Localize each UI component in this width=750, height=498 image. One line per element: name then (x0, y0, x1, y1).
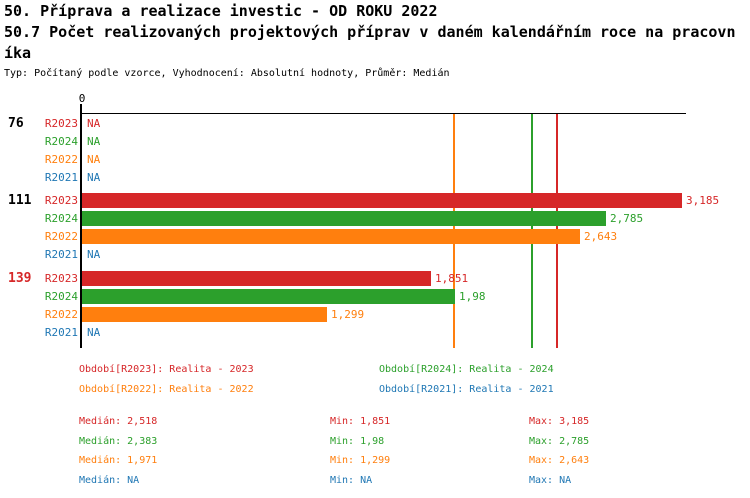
series-row-label-R2022: R2022 (44, 230, 78, 243)
series-row-label-R2024: R2024 (44, 135, 78, 148)
y-axis-line (80, 104, 82, 348)
group-label-139: 139 (8, 271, 32, 286)
bar-139-R2022 (82, 307, 327, 322)
bar-chart: 0 76 R2023 NA R2024 NA R2022 NA R2021 NA 111 R2023… (8, 92, 720, 348)
indicator-meta: Typ: Počítaný podle vzorce, Vyhodnocení:… (4, 68, 450, 79)
legend-item-3: Období[R2022]: Realita - 2022 (79, 384, 254, 395)
indicator-title: 50.7 Počet realizovaných projektových př… (4, 23, 736, 41)
bar-111-R2023 (82, 193, 682, 208)
bar-111-R2022 (82, 229, 580, 244)
bar-value-label: 2,785 (610, 212, 644, 225)
stats-min-row4: Min: NA (330, 475, 373, 486)
stats-max-row1: Max: 3,185 (529, 416, 590, 427)
na-value-label: NA (87, 153, 101, 166)
series-row-label-R2024: R2024 (44, 212, 78, 225)
legend-item-2: Období[R2024]: Realita - 2024 (379, 364, 554, 375)
legend-item-1: Období[R2023]: Realita - 2023 (79, 364, 254, 375)
series-row-label-R2022: R2022 (44, 153, 78, 166)
na-value-label: NA (87, 117, 101, 130)
stats-max-row2: Max: 2,785 (529, 436, 590, 447)
bar-value-label: 3,185 (686, 194, 720, 207)
bar-value-label: 1,851 (435, 272, 469, 285)
series-row-label-R2023: R2023 (44, 194, 78, 207)
series-row-label-R2024: R2024 (44, 290, 78, 303)
series-row-label-R2023: R2023 (44, 117, 78, 130)
series-row-label-R2023: R2023 (44, 272, 78, 285)
stats-min-row2: Min: 1,98 (330, 436, 385, 447)
na-value-label: NA (87, 135, 101, 148)
na-value-label: NA (87, 248, 101, 261)
axis-tick-zero: 0 (78, 92, 86, 105)
indicator-title-wrap: íka (4, 44, 32, 62)
bar-value-label: 1,98 (459, 290, 486, 303)
bar-111-R2024 (82, 211, 606, 226)
bar-value-label: 2,643 (584, 230, 618, 243)
bar-139-R2024 (82, 289, 455, 304)
na-value-label: NA (87, 326, 101, 339)
stats-max-row3: Max: 2,643 (529, 455, 590, 466)
na-value-label: NA (87, 171, 101, 184)
stats-median-row2: Medián: 2,383 (79, 436, 158, 447)
stats-min-row3: Min: 1,299 (330, 455, 391, 466)
series-row-label-R2021: R2021 (44, 326, 78, 339)
series-row-label-R2021: R2021 (44, 171, 78, 184)
page-title: 50. Příprava a realizace investic - OD R… (4, 2, 438, 20)
stats-median-row4: Medián: NA (79, 475, 140, 486)
bar-139-R2023 (82, 271, 431, 286)
series-row-label-R2022: R2022 (44, 308, 78, 321)
legend-item-4: Období[R2021]: Realita - 2021 (379, 384, 554, 395)
stats-min-row1: Min: 1,851 (330, 416, 391, 427)
group-label-76: 76 (8, 116, 24, 131)
stats-max-row4: Max: NA (529, 475, 572, 486)
stats-median-row1: Medián: 2,518 (79, 416, 158, 427)
stats-median-row3: Medián: 1,971 (79, 455, 158, 466)
series-row-label-R2021: R2021 (44, 248, 78, 261)
bar-value-label: 1,299 (331, 308, 365, 321)
x-axis-line (81, 113, 686, 114)
group-label-111: 111 (8, 193, 32, 208)
